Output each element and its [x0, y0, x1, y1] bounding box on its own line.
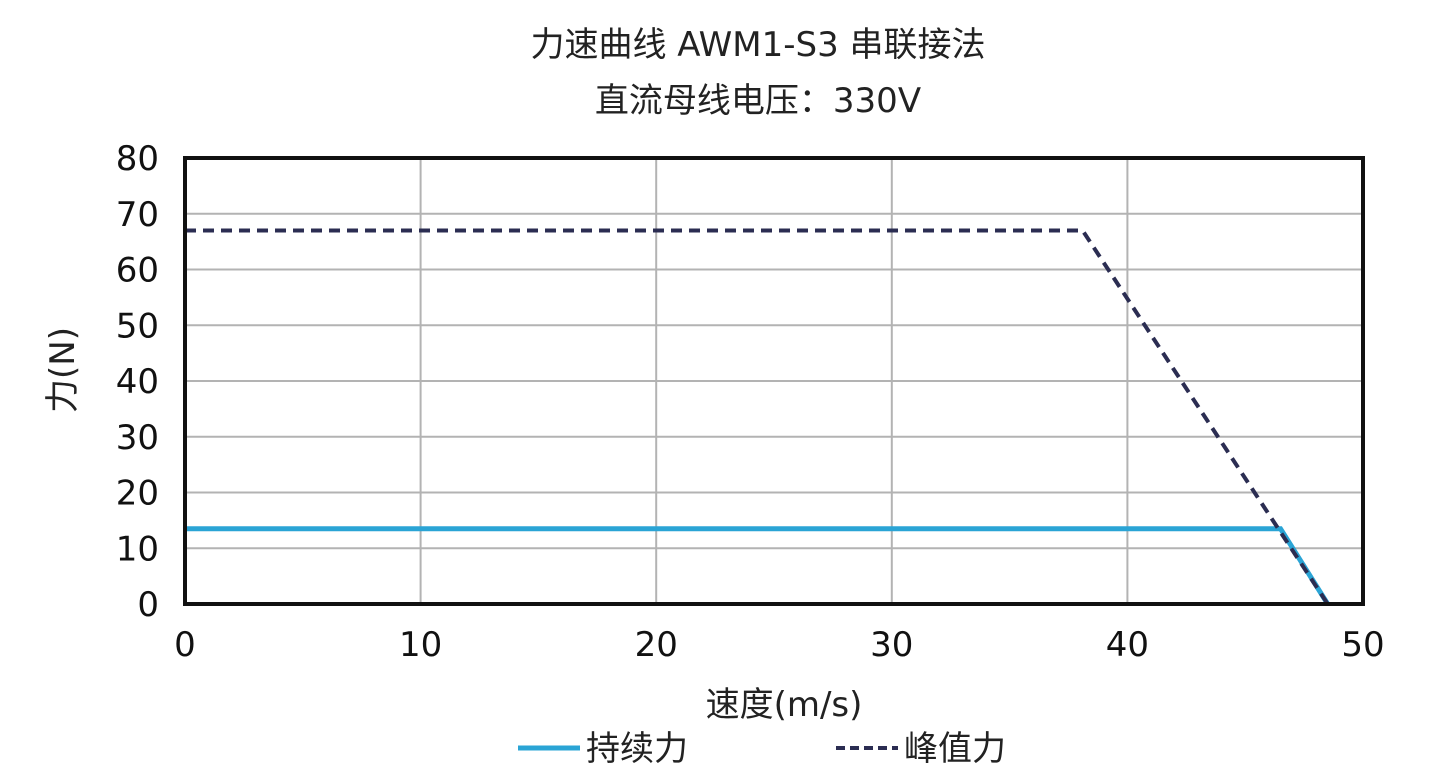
y-tick-label: 20 [116, 474, 159, 514]
chart-title: 力速曲线 AWM1-S3 串联接法 [530, 25, 985, 65]
x-tick-label: 20 [635, 625, 678, 665]
y-tick-label: 10 [116, 529, 159, 569]
series-lines [185, 228, 1330, 606]
y-axis-label: 力(N) [43, 327, 83, 413]
x-tick-label: 50 [1341, 625, 1384, 665]
y-tick-label: 80 [116, 139, 159, 179]
y-tick-label: 70 [116, 195, 159, 235]
series-line-2 [185, 228, 1330, 606]
x-tick-label: 40 [1106, 625, 1149, 665]
legend: 持续力 峰值力 [518, 729, 1006, 769]
plot-frame [183, 156, 1365, 606]
y-tick-label: 60 [116, 251, 159, 291]
y-tick-label: 30 [116, 418, 159, 458]
grid-lines [185, 158, 1363, 604]
legend-label: 峰值力 [904, 729, 1006, 769]
x-axis-label: 速度(m/s) [706, 685, 863, 725]
y-tick-label: 40 [116, 362, 159, 402]
x-tick-label: 10 [399, 625, 442, 665]
y-tick-label: 0 [137, 585, 159, 625]
x-tick-label: 30 [870, 625, 913, 665]
tick-labels: 0 10 20 30 40 50 0 10 20 30 40 50 60 70 80 [116, 139, 1385, 665]
y-tick-label: 50 [116, 306, 159, 346]
legend-label: 持续力 [586, 729, 688, 769]
series-line-1 [185, 526, 1330, 606]
x-tick-label: 0 [174, 625, 196, 665]
chart-subtitle: 直流母线电压：330V [595, 81, 921, 121]
